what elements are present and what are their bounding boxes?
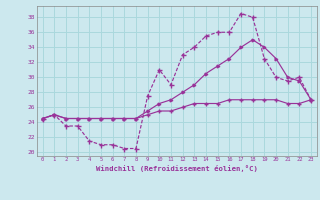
- X-axis label: Windchill (Refroidissement éolien,°C): Windchill (Refroidissement éolien,°C): [96, 165, 258, 172]
